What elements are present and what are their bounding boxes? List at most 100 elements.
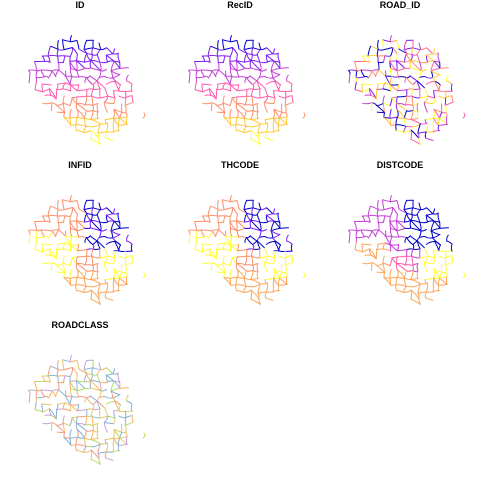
road-segment [110,380,115,392]
road-segment [251,95,261,99]
road-segment [142,272,146,279]
road-segment [445,276,448,285]
road-segment [438,95,447,99]
road-segment [50,205,59,211]
road-segment [250,269,254,280]
road-segment [396,263,408,272]
road-segment [389,257,393,267]
road-segment [256,240,266,249]
road-segment [402,289,412,293]
road-segment [57,221,60,231]
road-segment [91,374,98,376]
road-segment [125,272,128,278]
road-segment [396,249,408,252]
road-segment [84,372,88,383]
road-segment [119,276,128,279]
road-segment [395,116,399,126]
road-segment [90,439,101,445]
road-segment [238,236,248,239]
road-segment [62,199,72,203]
road-segment [229,75,233,86]
road-segment [194,241,197,251]
road-segment [391,97,398,105]
road-segment [382,55,386,63]
road-segment [367,45,371,57]
road-segment [360,229,365,238]
road-segment [397,255,408,258]
road-segment [201,243,204,253]
road-segment [76,263,88,272]
road-segment [406,52,413,55]
road-segment [236,230,240,238]
road-segment [384,215,391,217]
road-segment [236,244,240,252]
road-segment [229,67,233,77]
road-segment [230,67,238,72]
road-segment [404,104,414,106]
road-segment [244,277,247,287]
road-segment [285,255,293,259]
road-segment [257,283,261,294]
road-segment [441,271,447,274]
road-segment [44,380,51,383]
road-segment [96,431,99,439]
road-segment [272,208,275,215]
road-segment [376,271,386,274]
road-segment [44,94,52,97]
road-segment [56,88,64,90]
road-segment [47,54,59,57]
road-segment [230,124,237,126]
road-segment [76,404,80,412]
road-segment [218,69,227,77]
road-segment [113,108,115,119]
road-segment [78,236,88,239]
road-segment [92,424,94,431]
road-segment [439,271,443,279]
road-segment [84,237,88,243]
road-segment [56,403,59,410]
road-segment [285,95,293,99]
road-segment [382,95,385,104]
road-segment [259,221,269,224]
road-segment [82,129,92,133]
road-segment [92,84,95,90]
road-segment [377,39,379,51]
road-segment [104,117,115,121]
road-segment [55,88,58,100]
road-segment [113,410,116,419]
road-segment [72,367,78,375]
road-segment [69,404,78,412]
road-segment [41,83,52,86]
road-segment [41,215,46,222]
road-segment [377,215,379,223]
road-segment [278,244,281,252]
road-segment [112,208,115,215]
road-segment [34,381,38,392]
road-segment [44,254,52,257]
road-segment [28,69,38,72]
road-segment [35,236,45,239]
road-segment [76,409,88,412]
road-segment [377,49,385,51]
panel-title: RecID [227,0,253,10]
road-segment [40,229,45,238]
road-segment [285,116,288,125]
road-segment [44,395,50,399]
road-segment [63,47,74,51]
road-segment [250,54,253,61]
road-segment [371,230,377,237]
road-segment [356,229,362,232]
road-segment [62,39,65,51]
road-segment [361,243,372,246]
road-segment [260,69,267,72]
road-segment [194,89,204,93]
road-segment [110,67,121,72]
road-segment [267,255,276,259]
road-segment [244,255,248,266]
road-segment [252,240,258,246]
panel-title: ROAD_ID [379,0,421,10]
road-segment [444,261,454,266]
road-segment [69,195,72,203]
road-segment [278,255,287,259]
road-segment [406,88,414,91]
